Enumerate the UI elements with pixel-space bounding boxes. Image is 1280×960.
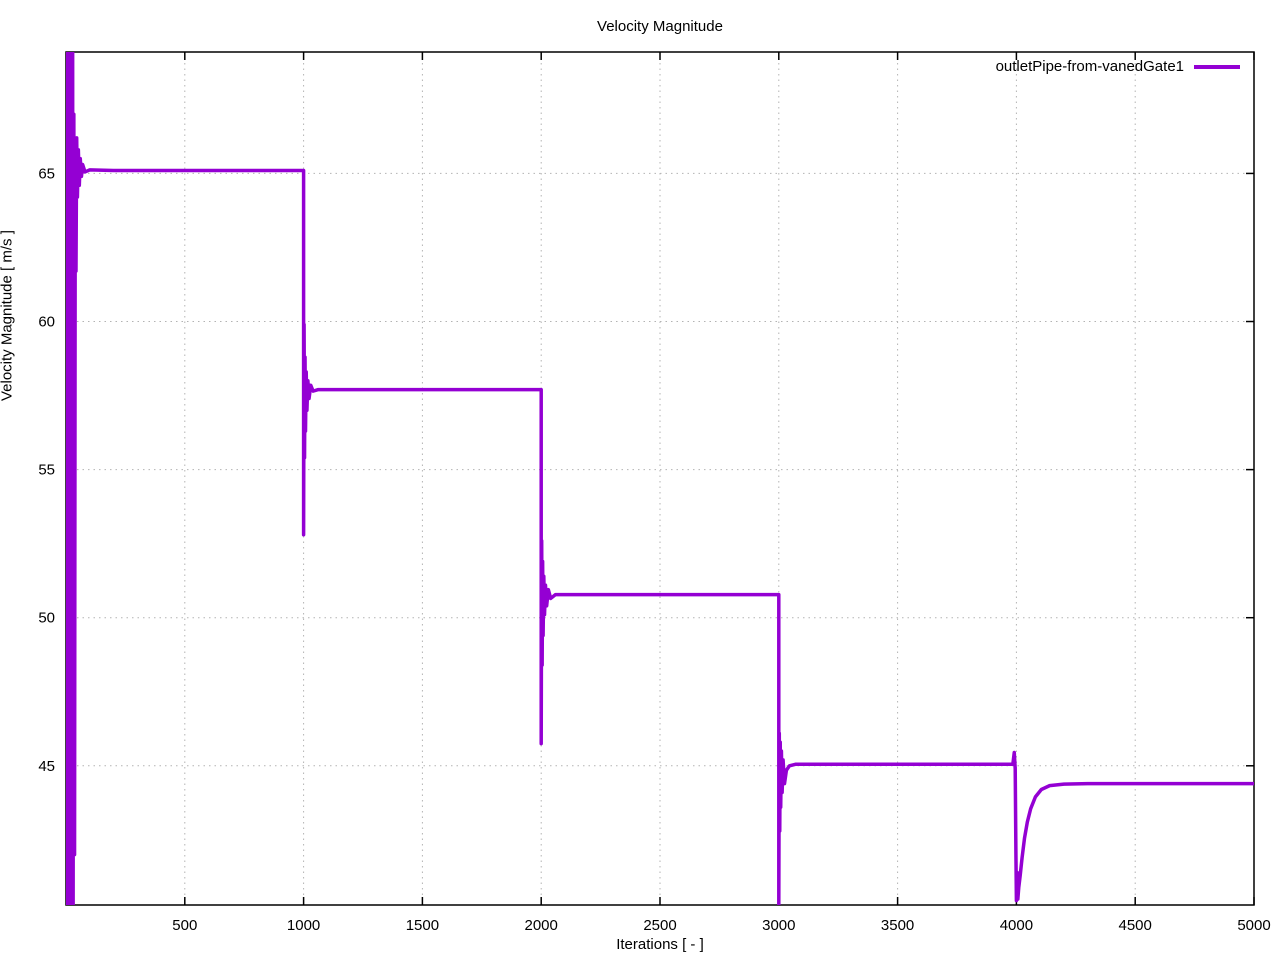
tick-labels: 500 1000 1500 2000 2500 3000 3500 4000 4500 5000 4… xyxy=(38,165,1270,934)
legend-line-sample-icon xyxy=(1194,64,1240,69)
y-tick-label: 65 xyxy=(38,165,55,182)
y-tick-label: 60 xyxy=(38,314,55,331)
x-axis-label: Iterations [ - ] xyxy=(616,936,704,953)
x-tick-label: 2000 xyxy=(525,917,558,934)
grid-lines xyxy=(66,52,1255,905)
x-tick-label: 500 xyxy=(172,917,197,934)
x-tick-label: 2500 xyxy=(643,917,676,934)
x-tick-label: 3000 xyxy=(762,917,795,934)
y-tick-label: 45 xyxy=(38,758,55,775)
y-axis-label: Velocity Magnitude [ m/s ] xyxy=(0,230,16,402)
x-tick-label: 5000 xyxy=(1237,917,1270,934)
y-tick-label: 50 xyxy=(38,610,55,627)
x-tick-label: 4000 xyxy=(1000,917,1033,934)
x-tick-label: 1000 xyxy=(287,917,320,934)
legend-series-label: outletPipe-from-vanedGate1 xyxy=(995,58,1184,75)
x-tick-label: 4500 xyxy=(1119,917,1152,934)
x-tick-label: 3500 xyxy=(881,917,914,934)
chart-title: Velocity Magnitude xyxy=(597,18,723,35)
series-line-outletPipe-from-vanedGate1 xyxy=(66,52,1254,905)
legend: outletPipe-from-vanedGate1 xyxy=(996,58,1240,75)
x-tick-label: 1500 xyxy=(406,917,439,934)
y-tick-label: 55 xyxy=(38,462,55,479)
